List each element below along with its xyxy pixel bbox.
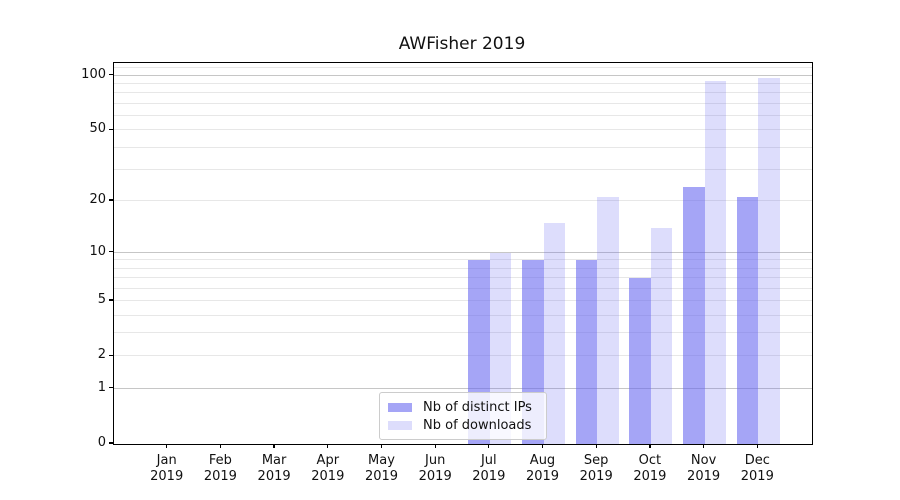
y-tick-label-5: 5 [97,292,106,307]
x-tick-label-jan: Jan 2019 [150,453,184,484]
gridline-minor-6 [114,287,812,289]
gridline-minor-90 [114,83,812,84]
y-tick-label-0: 0 [97,435,106,450]
y-tick-label-2: 2 [97,347,106,363]
bar-downloads-nov [704,81,727,444]
y-tick-mark-20 [109,199,113,201]
y-tick-mark-1 [109,386,113,389]
bar-downloads-aug [543,222,565,444]
bar-ips-oct [629,278,651,444]
y-tick-label-10: 10 [89,243,106,259]
x-tick-label-dec: Dec 2019 [740,453,774,484]
x-tick-mark-feb [219,444,222,449]
legend-item-distinct-ips: Nb of distinct IPs [388,399,538,416]
bar-ips-dec [736,197,759,444]
bar-ips-nov [683,187,705,444]
x-tick-label-sep: Sep 2019 [579,453,613,484]
x-tick-label-mar: Mar 2019 [257,453,291,484]
x-tick-mark-mar [273,444,275,449]
bar-ips-sep [575,260,598,444]
gridline-minor-3 [114,332,812,334]
legend-swatch-distinct-ips [388,403,412,412]
x-tick-label-nov: Nov 2019 [687,453,721,484]
gridline-minor-70 [114,102,812,104]
gridline-minor-4 [114,314,812,316]
y-tick-mark-2 [109,354,113,357]
x-tick-label-aug: Aug 2019 [525,453,560,484]
gridline-minor-20 [114,200,812,201]
y-tick-label-1: 1 [97,379,106,395]
legend-label-downloads: Nb of downloads [423,418,532,433]
gridline-minor-7 [114,277,812,279]
x-tick-mark-apr [327,444,329,449]
x-tick-mark-oct [649,444,651,449]
x-tick-label-may: May 2019 [364,453,399,484]
y-tick-mark-5 [109,299,113,301]
legend-swatch-downloads [388,421,412,430]
gridline-minor-30 [114,169,812,170]
x-tick-mark-sep [595,444,597,449]
y-tick-label-100: 100 [81,66,106,82]
x-tick-mark-jul [488,444,490,449]
bar-downloads-dec [758,78,780,444]
y-tick-label-20: 20 [89,192,106,208]
gridline-minor-50 [114,129,812,131]
chart-title: AWFisher 2019 [398,34,526,54]
legend-label-distinct-ips: Nb of distinct IPs [423,400,532,415]
x-tick-label-oct: Oct 2019 [633,453,667,484]
x-tick-mark-may [380,444,383,449]
gridline-minor-9 [114,259,812,261]
x-tick-label-feb: Feb 2019 [203,453,237,484]
gridline-major-10 [114,251,812,253]
bar-downloads-sep [597,197,619,444]
legend: Nb of distinct IPs Nb of downloads [379,392,547,440]
gridline-minor-2 [114,355,812,357]
gridline-major-100 [114,74,812,76]
x-tick-mark-nov [702,444,705,449]
y-tick-mark-0 [109,442,113,444]
x-tick-label-apr: Apr 2019 [311,453,345,484]
x-tick-label-jun: Jun 2019 [418,453,452,484]
x-tick-label-jul: Jul 2019 [472,453,506,484]
gridline-minor-40 [114,146,812,148]
x-tick-mark-jun [434,444,436,449]
gridline-major-1 [114,387,812,389]
legend-item-downloads: Nb of downloads [388,417,538,434]
gridline-minor-60 [114,114,812,116]
x-tick-mark-aug [541,444,544,449]
y-tick-mark-50 [109,128,113,130]
gridline-minor-110 [114,67,812,69]
y-tick-mark-10 [109,250,113,253]
gridline-minor-80 [114,92,812,94]
x-tick-mark-dec [756,444,758,449]
gridline-minor-5 [114,300,812,301]
x-tick-mark-jan [166,444,168,449]
y-tick-label-50: 50 [89,121,106,137]
gridline-minor-8 [114,267,812,269]
y-tick-mark-100 [109,74,113,76]
bar-downloads-oct [650,227,673,444]
plot-area: Nb of distinct IPs Nb of downloads [113,62,813,445]
